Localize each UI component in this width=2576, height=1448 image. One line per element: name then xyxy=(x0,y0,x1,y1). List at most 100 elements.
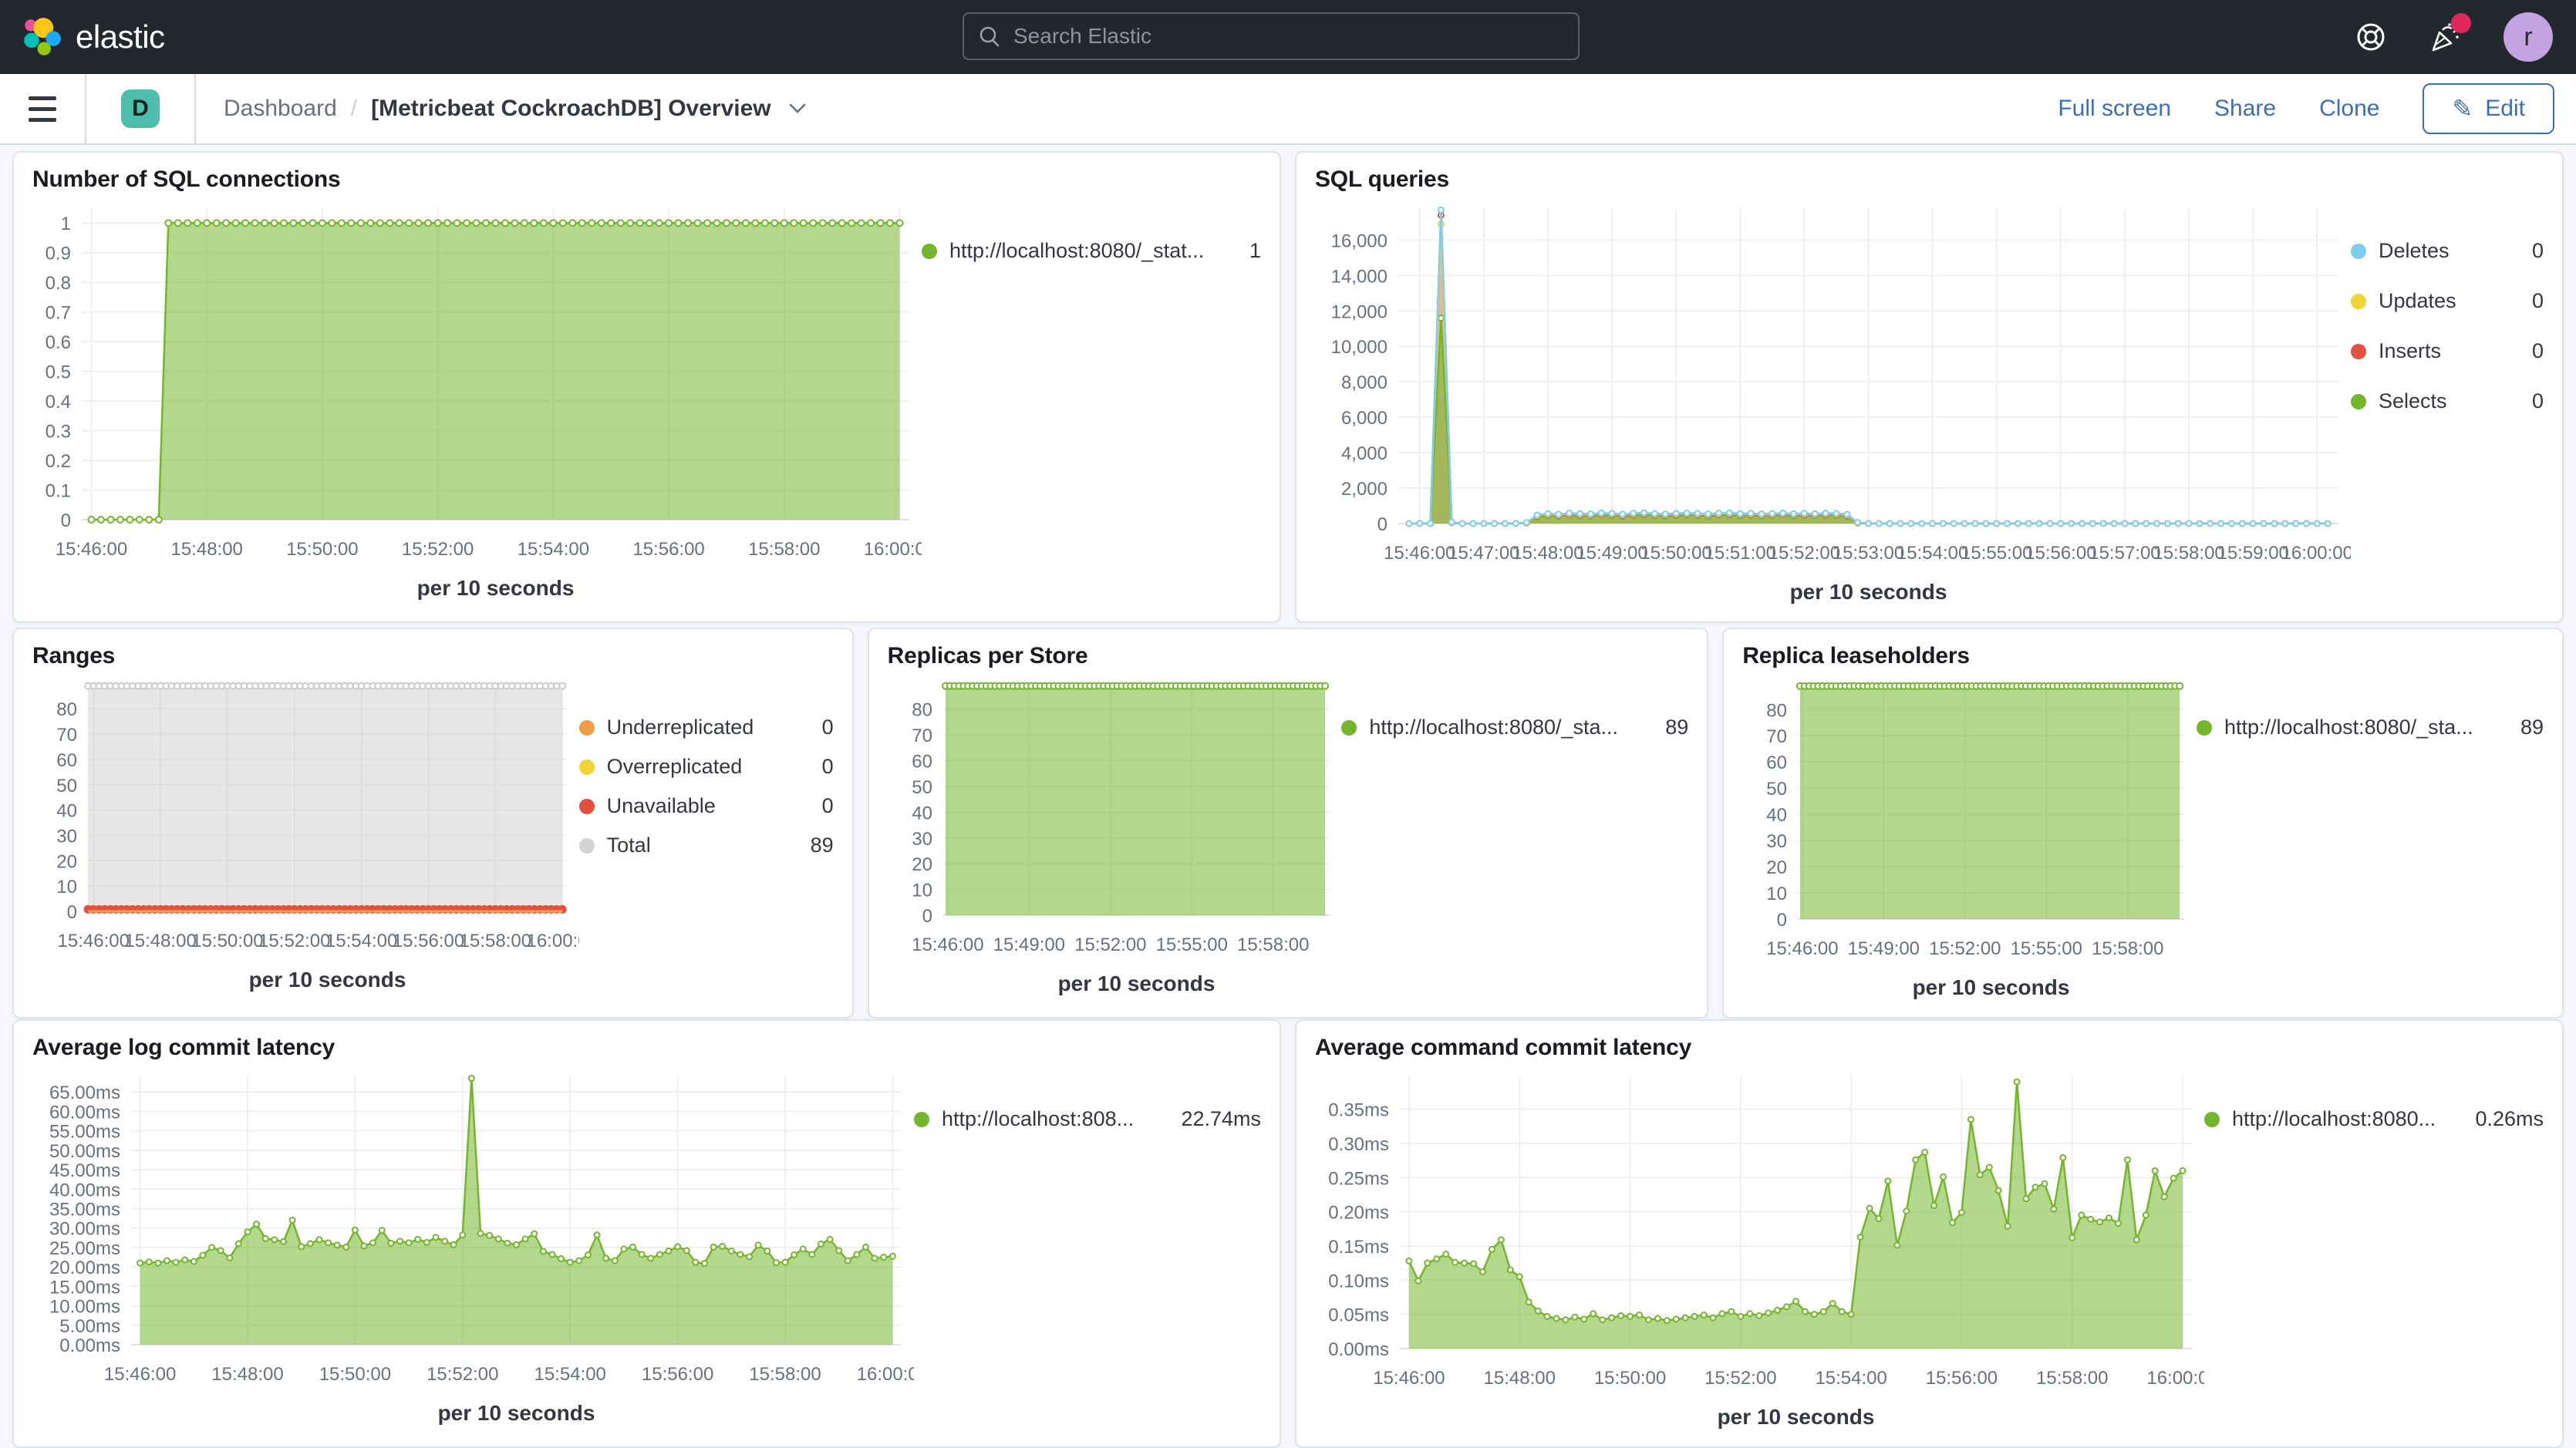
hamburger-icon xyxy=(29,96,56,100)
legend-dot xyxy=(2351,394,2366,409)
svg-text:0.8: 0.8 xyxy=(46,273,71,294)
svg-text:15:50:00: 15:50:00 xyxy=(286,539,358,560)
svg-text:15:58:00: 15:58:00 xyxy=(1237,934,1309,955)
svg-text:0.00ms: 0.00ms xyxy=(1328,1339,1389,1360)
svg-text:15:46:00: 15:46:00 xyxy=(58,931,130,951)
svg-text:0.30ms: 0.30ms xyxy=(1328,1134,1389,1155)
legend-value: 89 xyxy=(795,833,834,857)
sql-queries-chart[interactable]: 02,0004,0006,0008,00010,00012,00014,0001… xyxy=(1315,196,2351,608)
share-button[interactable]: Share xyxy=(2214,96,2276,122)
legend-value: 0 xyxy=(2517,389,2544,413)
legend-dot xyxy=(2351,244,2366,259)
legend-dot xyxy=(579,838,595,854)
full-screen-button[interactable]: Full screen xyxy=(2058,96,2171,122)
legend-item[interactable]: Total89 xyxy=(579,833,834,857)
svg-text:5.00ms: 5.00ms xyxy=(59,1316,120,1337)
svg-text:10: 10 xyxy=(56,877,77,897)
svg-text:15:52:00: 15:52:00 xyxy=(1704,1368,1776,1389)
legend-item[interactable]: Underreplicated0 xyxy=(579,716,834,739)
panel-sql-queries: SQL queries 02,0004,0006,0008,00010,0001… xyxy=(1295,151,2564,623)
svg-text:16:00:00: 16:00:00 xyxy=(526,931,579,951)
svg-text:15:48:00: 15:48:00 xyxy=(211,1364,283,1385)
news-button[interactable] xyxy=(2428,19,2463,55)
svg-text:0.1: 0.1 xyxy=(46,481,71,502)
legend-item[interactable]: http://localhost:8080...0.26ms xyxy=(2204,1107,2544,1131)
space-avatar[interactable]: D xyxy=(121,89,160,128)
panel-title: Ranges xyxy=(32,643,834,669)
svg-text:15:55:00: 15:55:00 xyxy=(2011,938,2082,959)
help-button[interactable] xyxy=(2354,20,2388,54)
svg-text:70: 70 xyxy=(56,725,77,746)
legend-value: 0 xyxy=(2517,339,2544,363)
legend-value: 0 xyxy=(2517,289,2544,313)
title-menu-button[interactable] xyxy=(788,103,807,115)
search-input[interactable] xyxy=(1012,23,1564,49)
legend-item[interactable]: http://localhost:8080/_sta...89 xyxy=(2197,716,2544,739)
space-section: D xyxy=(86,74,196,143)
chart-legend: http://localhost:808...22.74ms xyxy=(914,1064,1261,1433)
breadcrumb-separator: / xyxy=(351,96,357,122)
legend-item[interactable]: Deletes0 xyxy=(2351,239,2544,263)
svg-text:15:58:00: 15:58:00 xyxy=(749,1364,821,1385)
svg-text:60: 60 xyxy=(56,750,77,771)
svg-text:16:00:00: 16:00:00 xyxy=(857,1364,914,1385)
svg-text:0.15ms: 0.15ms xyxy=(1328,1237,1389,1258)
log-commit-latency-chart[interactable]: 0.00ms5.00ms10.00ms15.00ms20.00ms25.00ms… xyxy=(32,1064,914,1433)
clone-button[interactable]: Clone xyxy=(2319,96,2379,122)
svg-text:15.00ms: 15.00ms xyxy=(49,1277,120,1298)
legend-item[interactable]: http://localhost:808...22.74ms xyxy=(914,1107,1261,1131)
svg-text:15:54:00: 15:54:00 xyxy=(325,931,397,951)
replica-leaseholders-chart[interactable]: 0102030405060708015:46:0015:49:0015:52:0… xyxy=(1742,672,2197,1003)
svg-text:per 10 seconds: per 10 seconds xyxy=(1718,1405,1875,1429)
svg-text:40: 40 xyxy=(56,801,77,822)
svg-text:6,000: 6,000 xyxy=(1341,408,1387,429)
legend-label: Deletes xyxy=(2379,239,2450,263)
edit-button-label: Edit xyxy=(2485,96,2525,122)
svg-text:30.00ms: 30.00ms xyxy=(49,1219,120,1240)
svg-text:15:51:00: 15:51:00 xyxy=(1704,543,1776,564)
legend-item[interactable]: Selects0 xyxy=(2351,389,2544,413)
replicas-per-store-chart[interactable]: 0102030405060708015:46:0015:49:0015:52:0… xyxy=(888,672,1342,1003)
legend-value: 0.26ms xyxy=(2460,1107,2544,1131)
svg-text:0: 0 xyxy=(1777,910,1787,931)
svg-text:50: 50 xyxy=(912,777,932,798)
legend-label: http://localhost:808... xyxy=(942,1107,1134,1131)
svg-text:0.00ms: 0.00ms xyxy=(59,1335,120,1356)
svg-text:15:47:00: 15:47:00 xyxy=(1448,543,1519,564)
svg-text:15:46:00: 15:46:00 xyxy=(1766,938,1838,959)
command-commit-latency-chart[interactable]: 0.00ms0.05ms0.10ms0.15ms0.20ms0.25ms0.30… xyxy=(1315,1064,2204,1433)
svg-text:per 10 seconds: per 10 seconds xyxy=(1790,580,1947,604)
svg-text:15:58:00: 15:58:00 xyxy=(460,931,531,951)
panel-replica-leaseholders: Replica leaseholders 0102030405060708015… xyxy=(1722,628,2564,1019)
sql-connections-chart[interactable]: 00.10.20.30.40.50.60.70.80.9115:46:0015:… xyxy=(32,196,922,608)
legend-item[interactable]: http://localhost:8080/_stat...1 xyxy=(922,239,1261,263)
svg-text:0: 0 xyxy=(922,906,932,927)
legend-item[interactable]: Updates0 xyxy=(2351,289,2544,313)
edit-button[interactable]: ✎ Edit xyxy=(2423,83,2554,134)
svg-text:50: 50 xyxy=(1767,779,1788,800)
legend-value: 1 xyxy=(1234,239,1261,263)
svg-text:15:48:00: 15:48:00 xyxy=(1512,543,1583,564)
svg-text:15:50:00: 15:50:00 xyxy=(1594,1368,1666,1389)
user-menu-button[interactable]: r xyxy=(2504,12,2553,62)
elastic-logo[interactable]: elastic xyxy=(0,17,165,57)
svg-text:15:46:00: 15:46:00 xyxy=(104,1364,176,1385)
svg-text:0.7: 0.7 xyxy=(46,303,71,324)
legend-item[interactable]: Overreplicated0 xyxy=(579,755,834,779)
legend-label: http://localhost:8080/_sta... xyxy=(1369,716,1618,739)
search-bar[interactable] xyxy=(963,12,1580,60)
legend-item[interactable]: Inserts0 xyxy=(2351,339,2544,363)
ranges-chart[interactable]: 0102030405060708015:46:0015:48:0015:50:0… xyxy=(32,672,579,1003)
menu-button[interactable] xyxy=(0,74,86,143)
legend-item[interactable]: http://localhost:8080/_sta...89 xyxy=(1341,716,1688,739)
breadcrumb-dashboard[interactable]: Dashboard xyxy=(224,96,337,122)
svg-text:1: 1 xyxy=(61,214,71,234)
legend-value: 89 xyxy=(2505,716,2544,739)
svg-text:16:00:00: 16:00:00 xyxy=(2146,1368,2204,1389)
chart-legend: http://localhost:8080...0.26ms xyxy=(2204,1064,2544,1433)
page-title: [Metricbeat CockroachDB] Overview xyxy=(371,96,771,122)
svg-text:15:46:00: 15:46:00 xyxy=(1384,543,1455,564)
legend-item[interactable]: Unavailable0 xyxy=(579,794,834,818)
svg-text:15:52:00: 15:52:00 xyxy=(402,539,474,560)
legend-label: Underreplicated xyxy=(607,716,754,739)
